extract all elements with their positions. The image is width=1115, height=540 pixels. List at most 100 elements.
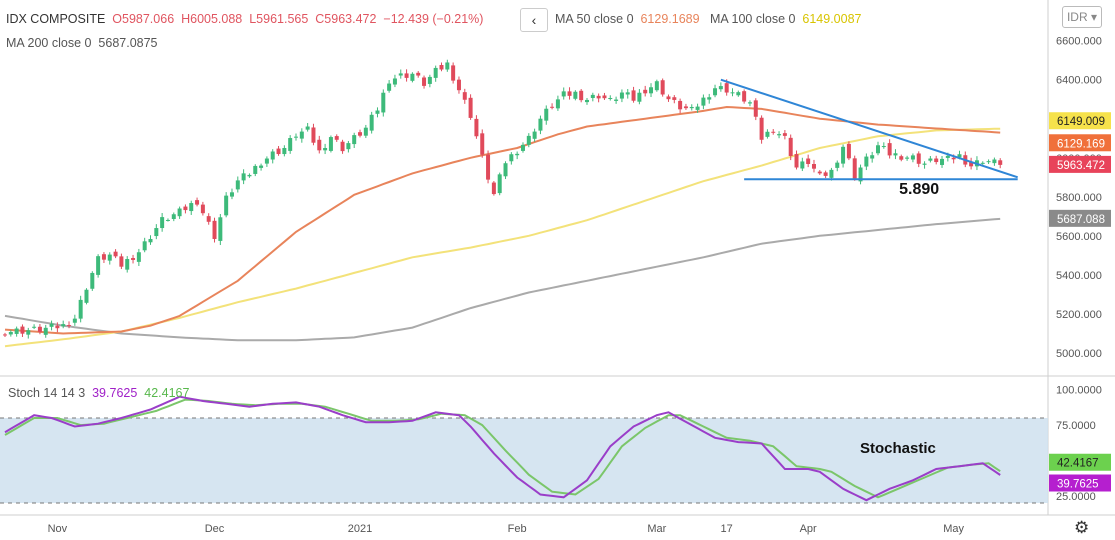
ma100-label: MA 100 close 0 [709, 12, 796, 26]
time-tick-label: 17 [721, 523, 733, 535]
candle-body [922, 163, 927, 165]
candle-body [678, 100, 683, 110]
candle-body [707, 97, 712, 100]
support-label: 5.890 [899, 181, 939, 198]
candle-body [84, 289, 89, 303]
open-value: O5987.066 [112, 12, 175, 26]
collapse-legend-button[interactable]: ‹ [520, 8, 548, 32]
candle-body [14, 328, 19, 334]
change-value: −12.439 (−0.21%) [383, 12, 484, 26]
candle-body [305, 126, 310, 130]
candle-body [823, 172, 828, 176]
candle-body [404, 73, 409, 78]
candle-body [905, 157, 910, 159]
candle-body [294, 136, 298, 138]
candle-body [771, 131, 776, 133]
candle-body [649, 87, 654, 94]
candle-body [96, 256, 101, 275]
candle-body [387, 83, 392, 91]
candle-body [241, 173, 246, 181]
time-tick-label: Nov [48, 523, 68, 535]
candle-body [160, 217, 165, 229]
ma200-value: 5687.0875 [98, 36, 158, 50]
close-value: C5963.472 [315, 12, 377, 26]
candle-body [637, 92, 642, 102]
price-label: 5963.472 [1057, 160, 1105, 172]
price-label-bg [1049, 112, 1111, 130]
resistance-trendline [720, 78, 1018, 179]
candle-body [608, 98, 613, 100]
candle-body [788, 137, 793, 156]
currency-select[interactable]: IDR ▾ [1062, 6, 1102, 28]
gear-icon[interactable]: ⚙ [1074, 518, 1090, 537]
candle-body [200, 204, 205, 214]
stoch-d-line [4, 398, 1001, 499]
time-tick-label: Mar [647, 523, 666, 535]
stoch-k-value: 39.7625 [92, 386, 138, 400]
candle-body [899, 156, 904, 160]
candle-body [270, 151, 275, 160]
candle-body [992, 159, 997, 164]
candle-body [940, 158, 945, 165]
candle-body [713, 88, 718, 96]
ma-legend: MA 50 close 0 6129.1689 MA 100 close 0 6… [555, 12, 862, 26]
candle-body [718, 86, 723, 90]
candle-body [765, 131, 770, 137]
candle-body [846, 143, 851, 159]
candle-body [550, 106, 555, 108]
candle-body [235, 180, 240, 190]
candle-body [631, 90, 636, 101]
candle-body [538, 118, 543, 131]
candle-body [177, 208, 182, 217]
ma200-line [4, 217, 1001, 342]
candle-body [870, 155, 875, 159]
candle-body [165, 219, 170, 221]
candle-body [78, 299, 83, 319]
ma50-value: 6129.1689 [640, 12, 700, 26]
candle-body [107, 254, 112, 261]
candle-body [945, 155, 950, 158]
candle-body [590, 94, 595, 99]
candle-body [509, 154, 514, 162]
time-tick-label: 2021 [348, 523, 372, 535]
candle-body [876, 145, 880, 154]
price-label: 6149.009 [1057, 116, 1105, 128]
candle-body [427, 76, 432, 84]
stoch-price-label: 39.7625 [1057, 479, 1099, 491]
ma50-line [4, 105, 1001, 335]
candle-body [55, 325, 60, 329]
candle-body [666, 96, 671, 100]
candle-body [835, 162, 840, 168]
candle-body [643, 89, 648, 94]
candle-body [189, 203, 194, 212]
candle-body [212, 220, 217, 239]
candle-body [864, 156, 869, 167]
candle-body [323, 147, 328, 151]
candle-body [910, 155, 915, 160]
candle-body [334, 136, 339, 140]
candle-body [195, 200, 200, 205]
candle-body [573, 91, 578, 99]
candle-body [311, 127, 316, 143]
candle-body [701, 97, 706, 106]
time-tick-label: May [943, 523, 964, 535]
candle-body [346, 143, 351, 150]
candle-body [515, 153, 520, 156]
candle-body [497, 174, 502, 194]
candle-body [422, 77, 427, 86]
candle-body [381, 92, 386, 113]
candle-body [555, 99, 560, 109]
time-tick-label: Feb [508, 523, 527, 535]
candle-body [526, 135, 531, 145]
price-tick-label: 5000.000 [1056, 348, 1102, 360]
candle-body [468, 97, 473, 118]
candle-body [439, 65, 444, 70]
candle-body [480, 133, 485, 155]
price-tick-label: 6400.000 [1056, 75, 1102, 87]
candle-body [841, 146, 846, 164]
stochastic-band [0, 417, 1048, 503]
candle-body [928, 158, 933, 161]
stoch-legend: Stoch 14 14 3 39.7625 42.4167 [8, 386, 189, 400]
candle-body [288, 138, 293, 151]
